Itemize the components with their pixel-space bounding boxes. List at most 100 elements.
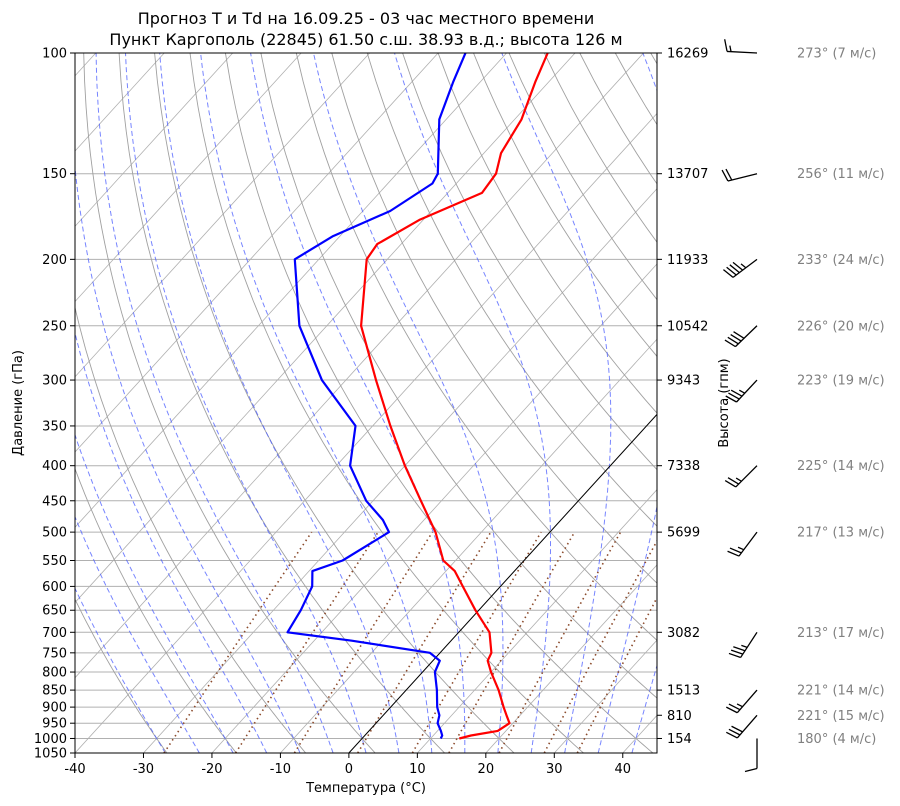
dry-adiabat-line [579,53,657,185]
wind-label: 256° (11 м/с) [797,167,885,182]
dry-adiabat-line [189,53,584,753]
wind-barb [721,168,758,182]
dry-adiabat-line [650,53,657,65]
profile-line-td [286,53,467,739]
dry-adiabat-line [828,53,900,753]
isotherm-line [75,53,439,453]
mixing-ratio-line [357,531,492,753]
wind-barb-full [728,652,741,659]
dry-adiabat-line [75,305,307,753]
zero-isotherm-line [348,413,657,753]
x-tick-label: 0 [345,762,353,777]
y-tick-label: 100 [42,47,67,62]
wind-barb-full [727,336,739,345]
wind-barb-staff [738,531,758,557]
isotherm-line [75,53,234,227]
mixing-ratio-line [448,531,576,753]
wind-barb-staff [732,258,758,278]
y-tick-label: 400 [42,459,67,474]
isotherm-line [622,714,657,753]
wind-barb [724,325,758,348]
wind-barb [723,258,758,278]
y-tick-label: 250 [42,319,67,334]
x-tick-label: 10 [409,762,426,777]
dry-adiabat-line [863,53,900,753]
y-tick-label: 300 [42,374,67,389]
height-tick-label: 3082 [667,626,700,641]
x-tick-label: 30 [546,762,563,777]
dry-adiabat-line [473,53,657,358]
dry-adiabat-line [402,53,657,471]
moist-adiabat-line [631,663,657,753]
y-tick-label: 1000 [34,732,67,747]
wind-barb-full [732,261,744,271]
moist-adiabat-line [125,53,367,753]
x-tick-label: 40 [614,762,631,777]
y-tick-label: 1050 [34,747,67,762]
reference-lines [75,53,900,753]
height-tick-label: 11933 [667,253,708,268]
x-axis-label: Температура (°C) [305,781,426,796]
wind-barb-full [726,266,737,276]
wind-barb [725,714,758,739]
wind-barb-staff [727,173,758,182]
isotherm-line [280,338,657,753]
moist-adiabat-line [313,53,504,753]
wind-barb-full [729,547,742,554]
wind-label: 223° (19 м/с) [797,374,885,389]
y-tick-label: 800 [42,666,67,681]
wind-barb-full [728,392,740,400]
height-tick-label: 9343 [667,374,700,389]
y-tick-label: 150 [42,167,67,182]
dry-adiabat-line [508,53,657,301]
y-axis: 100 150 200 250 300 350 400 450 500 550 600 650 700 7… [34,47,75,762]
dry-adiabat-line [260,53,657,699]
wind-barb-half [741,644,748,649]
y-tick-label: 600 [42,580,67,595]
mixing-ratio-line [163,531,313,753]
isotherm-line [75,53,576,604]
wind-barb-half [737,546,745,551]
isotherm-line [485,564,657,753]
profile-line-t [360,53,549,740]
wind-barb [724,39,758,54]
dry-adiabat-line [118,53,445,753]
dry-adiabat-line [75,598,168,753]
mixing-ratio-line [543,539,657,753]
wind-label: 233° (24 м/с) [797,253,885,268]
dry-adiabat-line [757,53,900,753]
isotherm-line [75,53,507,528]
wind-barb-half [729,45,732,52]
height-tick-label: 7338 [667,459,700,474]
height-tick-label: 810 [667,709,692,724]
dry-adiabat-line [722,53,900,753]
wind-barb-full [733,646,746,652]
wind-label: 273° (7 м/с) [797,47,876,62]
mixing-ratio-line [293,531,434,753]
x-tick-label: -20 [201,762,222,777]
mixing-ratio-line [498,531,622,753]
dry-adiabat-line [366,53,657,527]
height-axis-label: Высота (гпм) [717,358,732,447]
wind-barb-full [723,269,734,278]
wind-barb [725,689,758,714]
wind-barb-full [730,389,743,397]
wind-label: 226° (20 м/с) [797,319,885,334]
wind-label: 180° (4 м/с) [797,732,876,747]
moist-adiabat-line [159,53,400,753]
isotherm-line [417,489,657,753]
wind-barb-full [744,767,758,773]
isotherm-line [75,112,657,753]
dry-adiabat-line [75,467,237,753]
chart-title-line1: Прогноз T и Td на 16.09.25 - 03 час мест… [138,9,594,28]
y-axis-label: Давление (гПа) [11,350,26,456]
wind-barb-full [730,649,744,655]
wind-barb-full [724,479,737,488]
isotherm-line [211,263,657,753]
wind-barb-half [736,703,743,708]
y-tick-label: 500 [42,526,67,541]
wind-barb-half [738,389,746,394]
x-tick-label: -30 [133,762,154,777]
wind-barb-full [728,728,741,736]
y-tick-label: 650 [42,604,67,619]
